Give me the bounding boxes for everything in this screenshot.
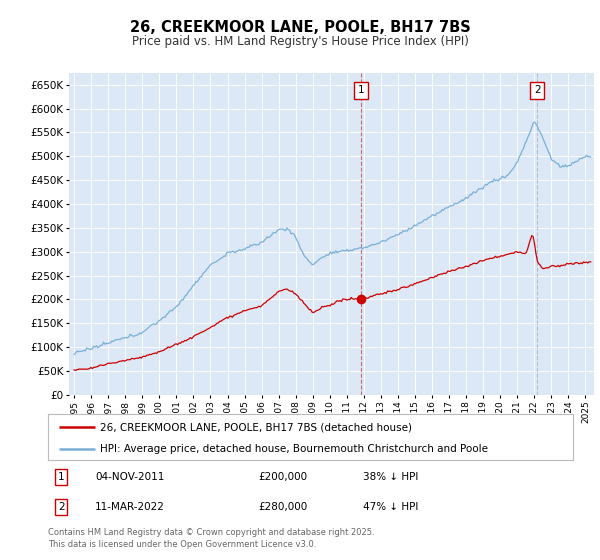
Text: 38% ↓ HPI: 38% ↓ HPI xyxy=(363,472,418,482)
Text: 1: 1 xyxy=(358,86,365,95)
Text: 47% ↓ HPI: 47% ↓ HPI xyxy=(363,502,418,512)
Text: 11-MAR-2022: 11-MAR-2022 xyxy=(95,502,165,512)
Text: 2: 2 xyxy=(58,502,64,512)
Text: Price paid vs. HM Land Registry's House Price Index (HPI): Price paid vs. HM Land Registry's House … xyxy=(131,35,469,48)
Text: 1: 1 xyxy=(58,472,64,482)
Text: 2: 2 xyxy=(534,86,541,95)
Text: HPI: Average price, detached house, Bournemouth Christchurch and Poole: HPI: Average price, detached house, Bour… xyxy=(101,444,488,454)
Text: 04-NOV-2011: 04-NOV-2011 xyxy=(95,472,164,482)
Text: 26, CREEKMOOR LANE, POOLE, BH17 7BS (detached house): 26, CREEKMOOR LANE, POOLE, BH17 7BS (det… xyxy=(101,422,413,432)
Text: 26, CREEKMOOR LANE, POOLE, BH17 7BS: 26, CREEKMOOR LANE, POOLE, BH17 7BS xyxy=(130,20,470,35)
Text: Contains HM Land Registry data © Crown copyright and database right 2025.
This d: Contains HM Land Registry data © Crown c… xyxy=(48,528,374,549)
Text: £280,000: £280,000 xyxy=(258,502,307,512)
Text: £200,000: £200,000 xyxy=(258,472,307,482)
